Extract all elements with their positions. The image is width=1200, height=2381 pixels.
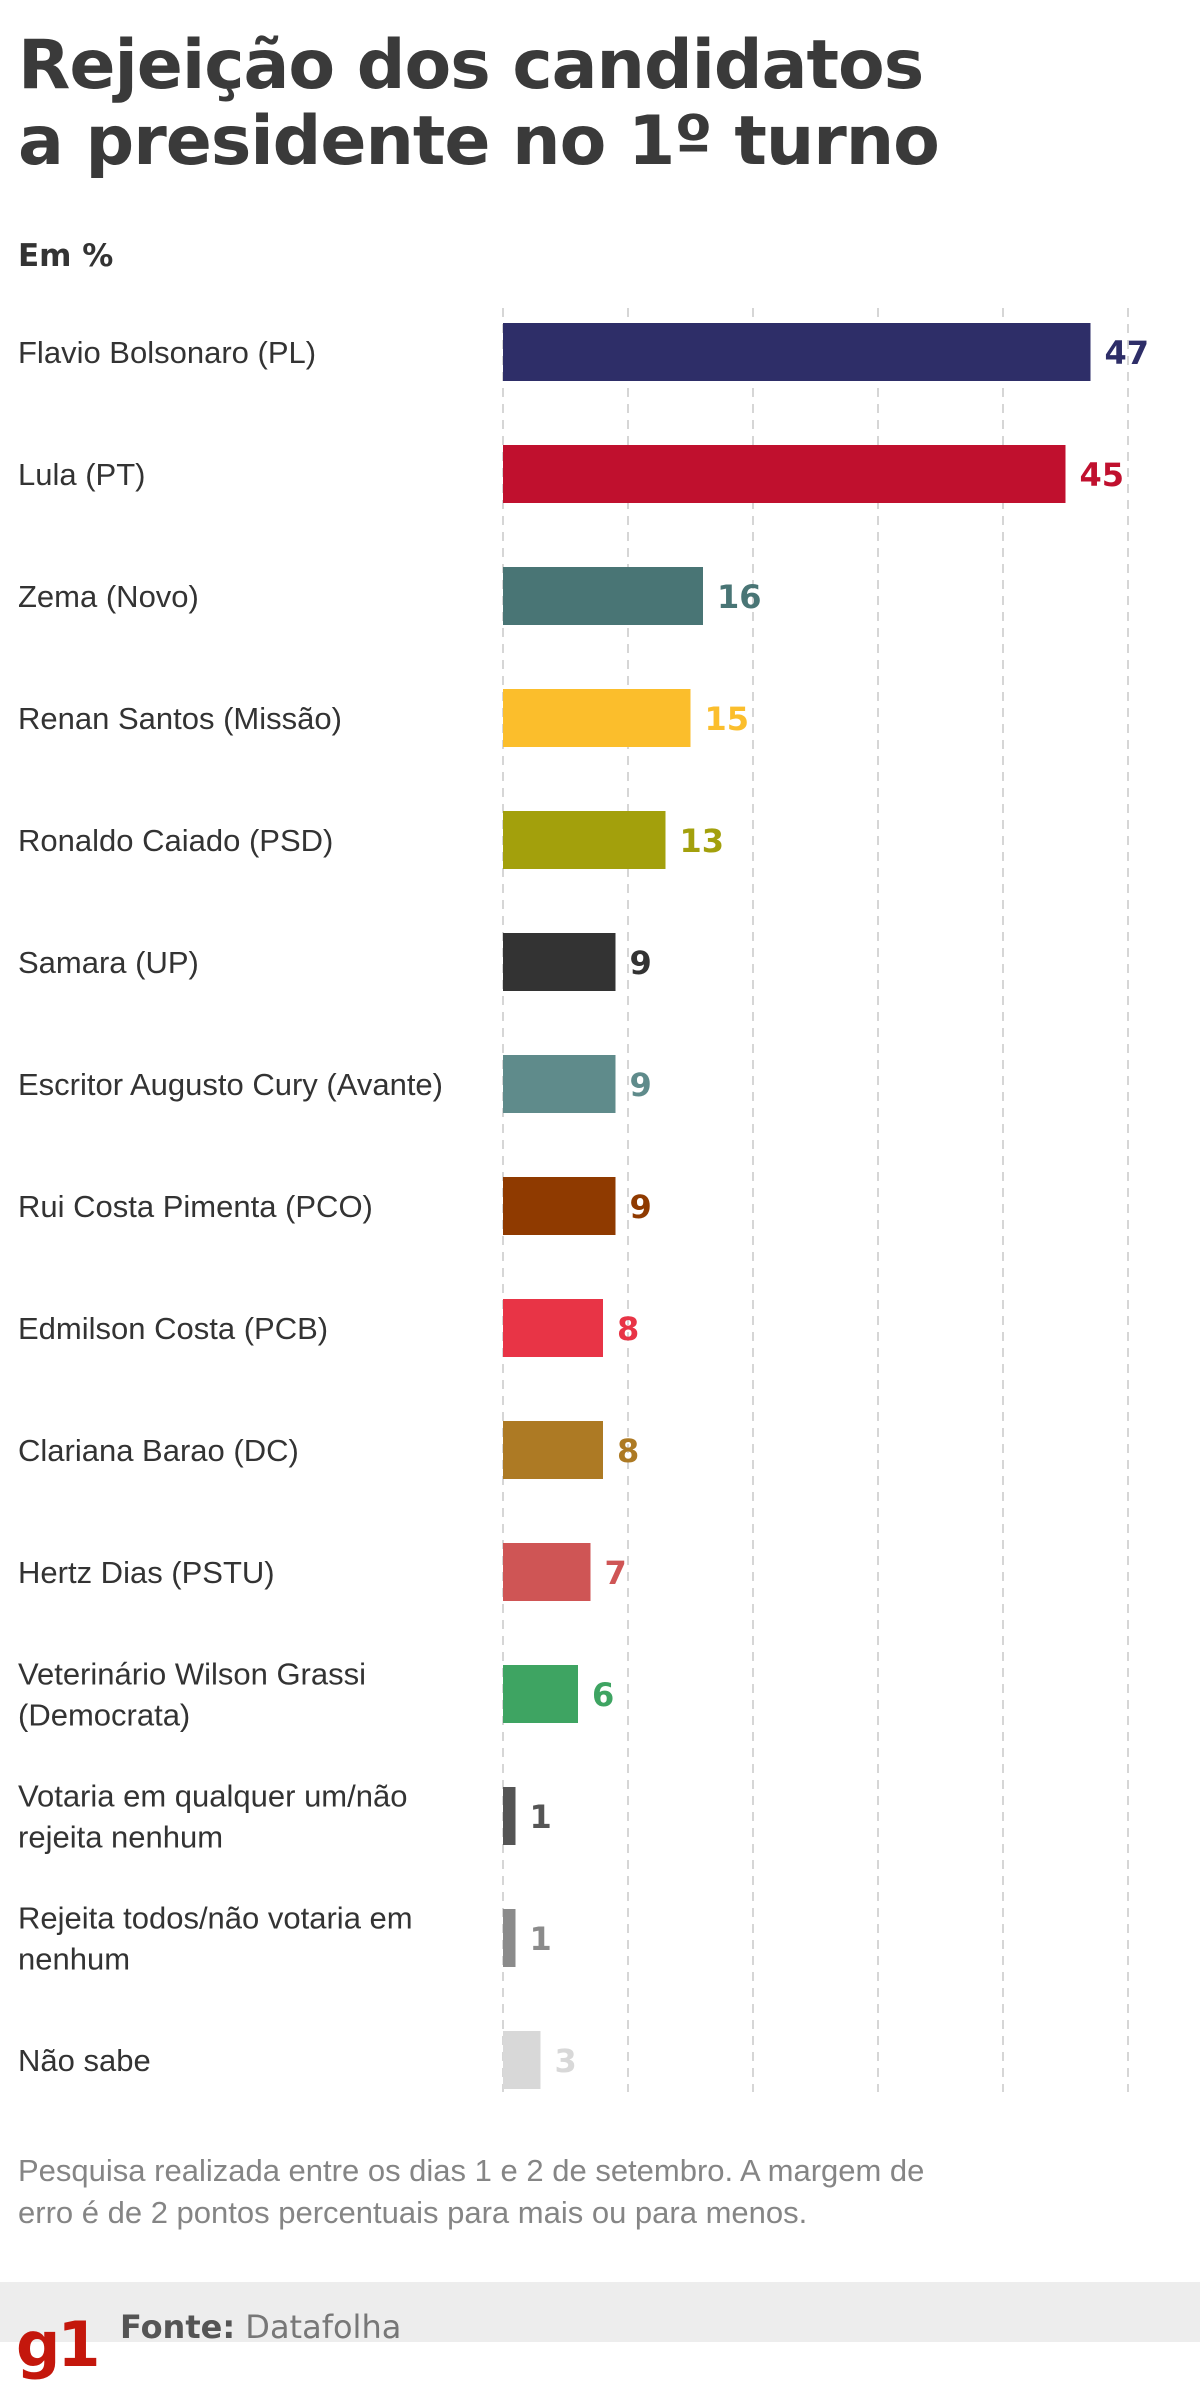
value-label-flavio-bolsonaro-pl: 47 (1105, 334, 1150, 372)
bar-rui-costa-pimenta-pco (503, 1177, 616, 1235)
category-label-line: Edmilson Costa (PCB) (18, 1311, 328, 1346)
category-label-line: Clariana Barao (DC) (18, 1433, 299, 1468)
value-label-renan-santos-missao: 15 (705, 700, 750, 738)
chart-title-line-2: a presidente no 1º turno (18, 102, 940, 181)
category-label-line: (Democrata) (18, 1698, 190, 1733)
value-label-hertz-dias-pstu: 7 (605, 1554, 627, 1592)
category-label-line: rejeita nenhum (18, 1820, 223, 1855)
category-label-line: Zema (Novo) (18, 579, 199, 614)
chart-bars (503, 323, 1091, 2089)
bar-renan-santos-missao (503, 689, 691, 747)
value-label-rejeita-todos-nao-votaria-em-nenhum: 1 (530, 1920, 552, 1958)
bar-rejeita-todos-nao-votaria-em-nenhum (503, 1909, 516, 1967)
category-label-line: Samara (UP) (18, 945, 199, 980)
bar-samara-up (503, 933, 616, 991)
value-label-samara-up: 9 (630, 944, 652, 982)
category-label-line: Lula (PT) (18, 457, 145, 492)
footnote: Pesquisa realizada entre os dias 1 e 2 d… (18, 2153, 925, 2230)
value-label-rui-costa-pimenta-pco: 9 (630, 1188, 652, 1226)
chart-title: Rejeição dos candidatos a presidente no … (18, 28, 1178, 180)
category-label-clariana-barao-dc: Clariana Barao (DC) (18, 1433, 299, 1468)
category-label-line: Renan Santos (Missão) (18, 701, 342, 736)
category-label-line: nenhum (18, 1942, 130, 1977)
category-label-rejeita-todos-nao-votaria-em-nenhum: Rejeita todos/não votaria em nenhum (18, 1901, 413, 1977)
category-label-line: Não sabe (18, 2043, 151, 2078)
category-label-escritor-augusto-cury-avante: Escritor Augusto Cury (Avante) (18, 1067, 443, 1102)
bar-zema-novo (503, 567, 703, 625)
value-label-clariana-barao-dc: 8 (617, 1432, 639, 1470)
category-label-edmilson-costa-pcb: Edmilson Costa (PCB) (18, 1311, 328, 1346)
bar-nao-sabe (503, 2031, 541, 2089)
category-label-zema-novo: Zema (Novo) (18, 579, 199, 614)
source-label: Fonte: (120, 2308, 236, 2346)
category-label-line: Ronaldo Caiado (PSD) (18, 823, 333, 858)
category-label-line: Rejeita todos/não votaria em (18, 1901, 413, 1936)
category-label-nao-sabe: Não sabe (18, 2043, 151, 2078)
category-label-line: Votaria em qualquer um/não (18, 1779, 407, 1814)
value-label-escritor-augusto-cury-avante: 9 (630, 1066, 652, 1104)
value-label-nao-sabe: 3 (555, 2042, 577, 2080)
footer: g1 Fonte: Datafolha (0, 2282, 1200, 2376)
category-label-line: Veterinário Wilson Grassi (18, 1657, 366, 1692)
bar-escritor-augusto-cury-avante (503, 1055, 616, 1113)
category-label-lula-pt: Lula (PT) (18, 457, 145, 492)
unit-label: Em % (18, 238, 114, 274)
value-label-veterinario-wilson-grassi-democrata: 6 (592, 1676, 614, 1714)
value-label-ronaldo-caiado-psd: 13 (680, 822, 725, 860)
value-label-votaria-em-qualquer-um-nao-rejeita-nenhum: 1 (530, 1798, 552, 1836)
category-label-line: Flavio Bolsonaro (PL) (18, 335, 316, 370)
category-label-rui-costa-pimenta-pco: Rui Costa Pimenta (PCO) (18, 1189, 373, 1224)
category-label-line: Rui Costa Pimenta (PCO) (18, 1189, 373, 1224)
bar-votaria-em-qualquer-um-nao-rejeita-nenhum (503, 1787, 516, 1845)
bar-edmilson-costa-pcb (503, 1299, 603, 1357)
category-label-line: Hertz Dias (PSTU) (18, 1555, 275, 1590)
bar-lula-pt (503, 445, 1066, 503)
bar-veterinario-wilson-grassi-democrata (503, 1665, 578, 1723)
bar-clariana-barao-dc (503, 1421, 603, 1479)
category-label-line: Escritor Augusto Cury (Avante) (18, 1067, 443, 1102)
bar-ronaldo-caiado-psd (503, 811, 666, 869)
bar-hertz-dias-pstu (503, 1543, 591, 1601)
category-label-hertz-dias-pstu: Hertz Dias (PSTU) (18, 1555, 275, 1590)
category-label-flavio-bolsonaro-pl: Flavio Bolsonaro (PL) (18, 335, 316, 370)
category-label-renan-santos-missao: Renan Santos (Missão) (18, 701, 342, 736)
value-label-edmilson-costa-pcb: 8 (617, 1310, 639, 1348)
value-label-zema-novo: 16 (717, 578, 762, 616)
source-value: Datafolha (245, 2308, 402, 2346)
value-label-lula-pt: 45 (1080, 456, 1125, 494)
bar-flavio-bolsonaro-pl (503, 323, 1091, 381)
chart-title-line-1: Rejeição dos candidatos (18, 26, 924, 105)
source-text: Fonte: Datafolha (120, 2308, 401, 2346)
category-label-ronaldo-caiado-psd: Ronaldo Caiado (PSD) (18, 823, 333, 858)
category-labels: Flavio Bolsonaro (PL) Lula (PT) Zema (Novo… (18, 335, 443, 2078)
g1-logo: g1 (16, 2308, 101, 2381)
category-label-votaria-em-qualquer-um-nao-rejeita-nenhum: Votaria em qualquer um/não rejeita nenhum (18, 1779, 407, 1855)
category-label-samara-up: Samara (UP) (18, 945, 199, 980)
category-label-veterinario-wilson-grassi-democrata: Veterinário Wilson Grassi (Democrata) (18, 1657, 366, 1733)
